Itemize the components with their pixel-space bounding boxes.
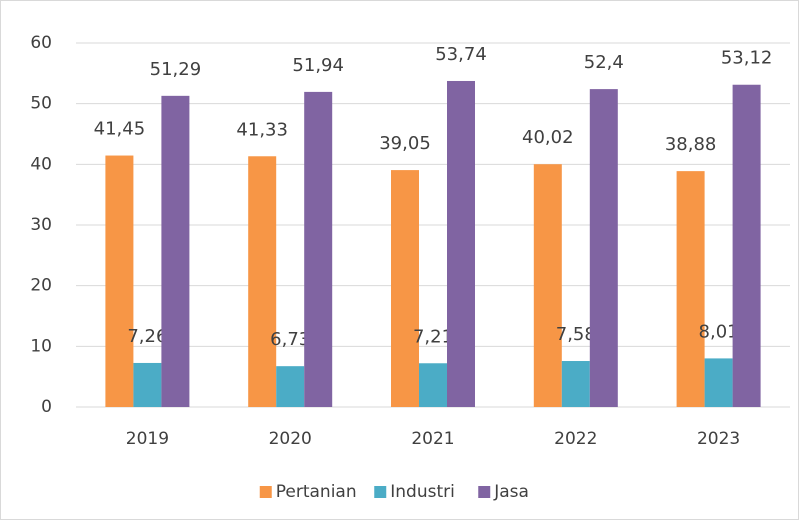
bar <box>447 80 475 408</box>
x-tick-label: 2023 <box>697 429 740 449</box>
value-label: 52,4 <box>584 52 624 73</box>
value-label: 41,33 <box>236 119 288 140</box>
value-label: 7,26 <box>127 326 167 347</box>
bar <box>391 170 419 407</box>
y-tick-label: 30 <box>30 215 52 235</box>
legend-label: Jasa <box>493 482 529 502</box>
value-label: 53,12 <box>721 48 773 69</box>
legend-swatch <box>374 486 387 498</box>
value-label: 41,45 <box>94 119 146 140</box>
value-label: 6,73 <box>270 329 310 350</box>
legend-label: Industri <box>390 482 455 502</box>
y-tick-label: 60 <box>30 33 52 53</box>
bar <box>732 84 761 407</box>
bar <box>133 362 162 407</box>
value-label: 38,88 <box>665 134 717 155</box>
x-tick-label: 2022 <box>554 429 597 449</box>
value-label: 7,21 <box>413 326 453 347</box>
legend-label: Pertanian <box>276 482 357 502</box>
value-label: 53,74 <box>435 44 487 65</box>
legend-swatch <box>259 486 272 498</box>
x-tick-label: 2019 <box>126 429 169 449</box>
bar <box>676 171 705 407</box>
bar <box>704 358 733 407</box>
y-tick-label: 0 <box>41 397 52 417</box>
bar <box>248 156 277 407</box>
bar <box>105 155 134 407</box>
bar <box>304 91 333 407</box>
bar <box>561 361 590 407</box>
value-label: 40,02 <box>522 127 574 148</box>
x-tick-label: 2020 <box>269 429 312 449</box>
y-tick-label: 40 <box>30 154 52 174</box>
bar <box>589 89 618 408</box>
value-label: 51,94 <box>292 55 344 76</box>
value-label: 39,05 <box>379 133 431 154</box>
y-tick-label: 50 <box>30 94 52 114</box>
value-label: 7,58 <box>556 324 596 345</box>
y-tick-label: 20 <box>30 276 52 296</box>
value-label: 8,01 <box>699 321 739 342</box>
bar <box>419 363 447 407</box>
value-label: 51,29 <box>150 59 202 80</box>
bar <box>161 95 190 407</box>
bar <box>533 164 562 407</box>
y-tick-label: 10 <box>30 336 52 356</box>
bar <box>276 366 305 407</box>
x-tick-label: 2021 <box>411 429 454 449</box>
legend-swatch <box>478 486 491 498</box>
